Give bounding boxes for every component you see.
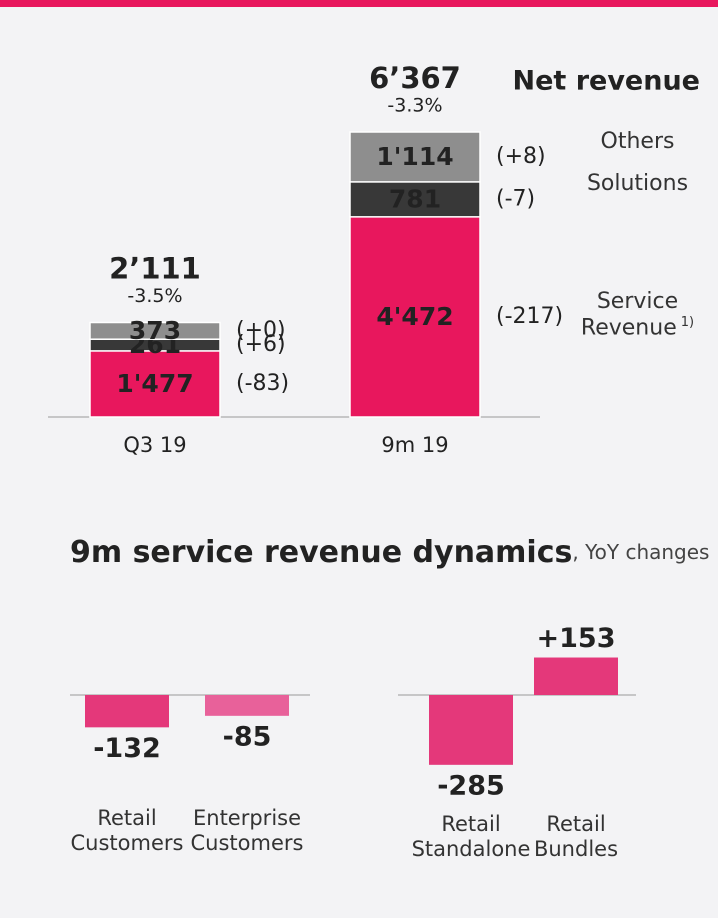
chart-title: Net revenue <box>512 66 700 97</box>
x-tick-label: Retail Bundles <box>533 812 619 862</box>
x-tick-label-box: Retail Bundles <box>533 812 619 862</box>
bar-segment <box>349 216 481 418</box>
segment-label: 781 <box>389 184 441 213</box>
bar <box>534 657 618 695</box>
x-tick-label: Enterprise Customers <box>190 806 304 856</box>
segment-change: (-83) <box>236 371 289 396</box>
x-tick-label-box: Retail Customers <box>70 806 184 856</box>
legend-label: Service Revenue 1) <box>580 288 695 341</box>
segment-label: 1'477 <box>116 369 193 398</box>
legend-label: Others <box>600 128 675 154</box>
segment-label: 1'114 <box>376 142 453 171</box>
bar <box>85 695 169 728</box>
value-label: -85 <box>223 721 272 752</box>
bar <box>205 695 289 716</box>
subtitle: , YoY changes <box>572 540 709 564</box>
x-tick-label: Retail Standalone <box>411 812 531 862</box>
value-label: -285 <box>437 770 505 801</box>
x-tick-label: 9m 19 <box>381 433 448 457</box>
bar-segment <box>89 350 221 418</box>
segment-change: (+8) <box>496 144 546 169</box>
legend-label-box: Others <box>600 128 675 154</box>
segment-label: 4'472 <box>376 302 453 331</box>
total-change: -3.3% <box>387 95 442 117</box>
footnote-mark: 1) <box>680 315 695 331</box>
legend-label-box: Service Revenue 1) <box>580 288 695 341</box>
bar-segment <box>89 321 221 340</box>
bar <box>429 695 513 765</box>
segment-change: (+0) <box>236 318 286 343</box>
chart-title: 9m service revenue dynamics, YoY changes <box>70 535 709 570</box>
value-label: -132 <box>93 733 161 764</box>
legend-label-box: Solutions <box>586 171 689 197</box>
legend-label: Solutions <box>586 171 689 197</box>
top-border <box>0 0 718 7</box>
total-label: 2’111 <box>109 252 201 286</box>
segment-label: 373 <box>129 316 181 345</box>
x-tick-label-box: Retail Standalone <box>411 812 531 862</box>
total-change: -3.5% <box>127 285 182 307</box>
bar-segment <box>349 131 481 183</box>
value-label: +153 <box>537 623 616 654</box>
x-tick-label: Q3 19 <box>123 433 186 457</box>
segment-change: (-217) <box>496 304 563 329</box>
title-text: 9m service revenue dynamics <box>70 535 572 570</box>
x-tick-label-box: Enterprise Customers <box>190 806 304 856</box>
segment-change: (+6) <box>236 332 286 357</box>
x-tick-label: Retail Customers <box>70 806 184 856</box>
segment-change: (-7) <box>496 186 535 211</box>
total-label: 6’367 <box>369 61 461 95</box>
